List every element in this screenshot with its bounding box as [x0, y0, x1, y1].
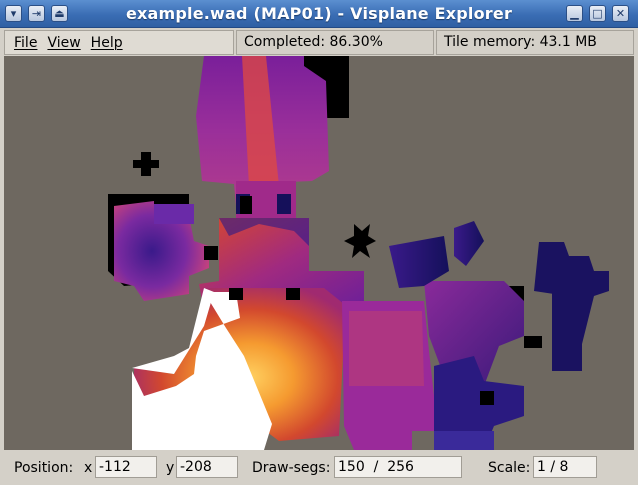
void-block	[229, 288, 243, 300]
map-region	[154, 204, 194, 224]
x-label: x	[84, 460, 93, 476]
x-field[interactable]: -112	[95, 456, 157, 478]
map-region	[424, 281, 524, 386]
map-region	[389, 236, 449, 288]
map-region	[552, 281, 582, 371]
map-region	[132, 288, 214, 374]
void-block	[480, 391, 494, 405]
drawsegs-label: Draw-segs:	[252, 460, 331, 476]
map-region	[219, 218, 309, 246]
pin-icon[interactable]: ⇥	[28, 5, 45, 22]
map-region	[132, 292, 272, 450]
shade-icon[interactable]: ⏏	[51, 5, 68, 22]
map-region	[434, 356, 524, 450]
void-block	[524, 336, 542, 348]
close-icon[interactable]: ✕	[612, 5, 629, 22]
position-label: Position:	[14, 460, 74, 476]
completed-status: Completed: 86.30%	[236, 30, 434, 55]
window-title: example.wad (MAP01) - Visplane Explorer	[125, 4, 513, 23]
void-block	[204, 246, 218, 260]
menu-help[interactable]: Help	[90, 34, 123, 51]
bottom-bar: Position: x -112 y -208 Draw-segs: 150 /…	[0, 452, 638, 485]
window-menu-icon[interactable]: ▾	[5, 5, 22, 22]
map-region	[434, 431, 494, 450]
void-block	[240, 196, 252, 214]
y-field[interactable]: -208	[176, 456, 238, 478]
map-region	[277, 194, 291, 214]
maximize-icon[interactable]: □	[589, 5, 606, 22]
tile-memory-status: Tile memory: 43.1 MB	[436, 30, 634, 55]
scale-label: Scale:	[488, 460, 531, 476]
minimize-icon[interactable]: ▁	[566, 5, 583, 22]
void-star	[344, 224, 376, 258]
void-region	[304, 56, 349, 118]
void-block	[286, 288, 300, 300]
y-label: y	[166, 460, 175, 476]
title-bar: ▾ ⇥ ⏏ example.wad (MAP01) - Visplane Exp…	[0, 0, 638, 28]
map-region	[349, 311, 424, 386]
top-bar: File View Help Completed: 86.30% Tile me…	[0, 28, 638, 56]
map-region	[454, 221, 484, 266]
drawsegs-field: 150 / 256	[334, 456, 462, 478]
menu-view[interactable]: View	[47, 34, 81, 51]
map-region	[114, 201, 209, 301]
menu-bar: File View Help	[4, 30, 234, 55]
visplane-map	[108, 56, 609, 450]
scale-field[interactable]: 1 / 8	[533, 456, 597, 478]
void-cross	[133, 152, 159, 176]
menu-file[interactable]: File	[14, 34, 38, 51]
map-region	[199, 218, 364, 311]
map-viewport[interactable]	[4, 56, 634, 450]
